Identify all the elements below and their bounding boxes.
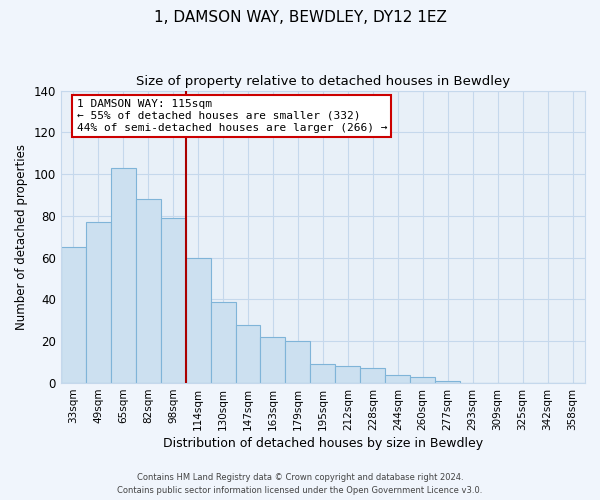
Bar xyxy=(335,366,361,383)
Text: 1 DAMSON WAY: 115sqm
← 55% of detached houses are smaller (332)
44% of semi-deta: 1 DAMSON WAY: 115sqm ← 55% of detached h… xyxy=(77,100,387,132)
Bar xyxy=(361,368,385,383)
Bar xyxy=(61,248,86,383)
Bar xyxy=(211,302,236,383)
Bar xyxy=(410,377,435,383)
Bar xyxy=(161,218,185,383)
Bar xyxy=(310,364,335,383)
Bar xyxy=(136,199,161,383)
Bar xyxy=(260,337,286,383)
Y-axis label: Number of detached properties: Number of detached properties xyxy=(15,144,28,330)
Text: 1, DAMSON WAY, BEWDLEY, DY12 1EZ: 1, DAMSON WAY, BEWDLEY, DY12 1EZ xyxy=(154,10,446,25)
Text: Contains HM Land Registry data © Crown copyright and database right 2024.
Contai: Contains HM Land Registry data © Crown c… xyxy=(118,473,482,495)
Title: Size of property relative to detached houses in Bewdley: Size of property relative to detached ho… xyxy=(136,75,510,88)
Bar xyxy=(385,374,410,383)
Bar xyxy=(236,324,260,383)
Bar xyxy=(185,258,211,383)
Bar xyxy=(111,168,136,383)
X-axis label: Distribution of detached houses by size in Bewdley: Distribution of detached houses by size … xyxy=(163,437,483,450)
Bar xyxy=(86,222,111,383)
Bar xyxy=(286,342,310,383)
Bar xyxy=(435,381,460,383)
